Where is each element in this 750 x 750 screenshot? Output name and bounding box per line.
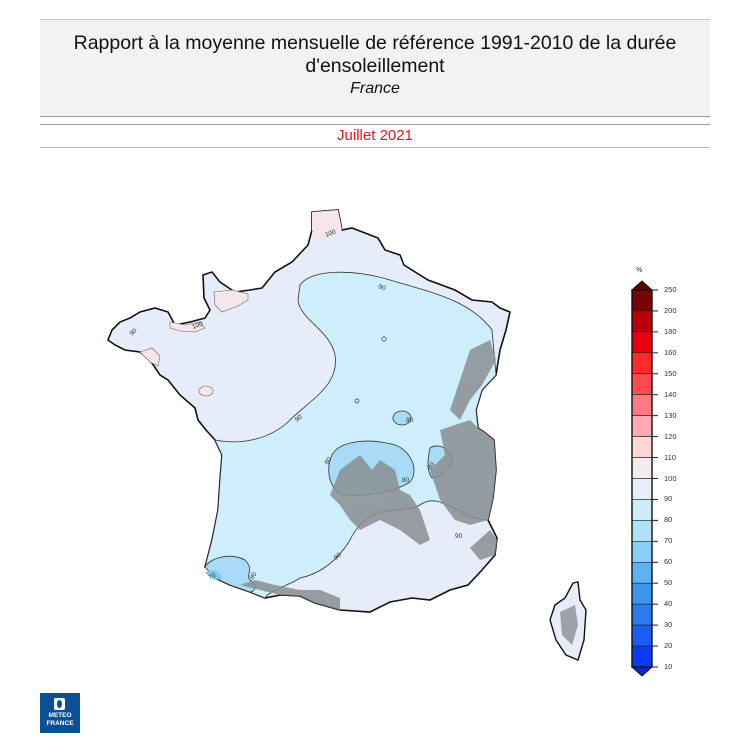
legend-tick-label: 140 xyxy=(664,389,677,399)
zone-80-90 xyxy=(204,271,497,599)
legend-cell xyxy=(631,310,653,333)
svg-text:90: 90 xyxy=(455,533,463,540)
legend-cell xyxy=(631,603,653,626)
zone-above-100-vendee xyxy=(198,385,214,397)
svg-text:70: 70 xyxy=(208,572,218,582)
legend-tick-label: 200 xyxy=(664,305,677,315)
legend-cell xyxy=(631,415,653,437)
zone-above-100-cotentin xyxy=(213,289,249,313)
legend-tick-label: 250 xyxy=(664,285,677,294)
logo-line1: METEO xyxy=(48,712,72,719)
date-label: Juillet 2021 xyxy=(337,127,413,144)
svg-text:80: 80 xyxy=(406,417,414,424)
contour-labels: 100 100 90 90 90 90 90 80 80 80 80 70 80 xyxy=(128,228,462,581)
meteo-france-logo: METEO FRANCE xyxy=(40,693,80,733)
legend-cell xyxy=(631,373,653,396)
zone-above-100-bretagne-nord xyxy=(169,321,206,333)
legend-cell xyxy=(631,457,653,479)
svg-text:80: 80 xyxy=(249,571,259,581)
legend-tick-label: 100 xyxy=(664,473,677,483)
legend-cell xyxy=(631,289,653,312)
map-subtitle: France xyxy=(350,80,400,97)
legend-tick-label: 40 xyxy=(664,599,673,609)
legend-cell xyxy=(631,352,653,375)
zone-60-70-basque xyxy=(205,570,222,580)
legend-tick-label: 50 xyxy=(664,578,673,588)
svg-text:80: 80 xyxy=(402,477,410,484)
svg-text:90: 90 xyxy=(377,283,387,292)
legend-cell xyxy=(631,582,653,605)
svg-text:90: 90 xyxy=(333,551,343,561)
legend-bottom-arrow xyxy=(630,666,654,677)
legend-cell xyxy=(631,394,653,416)
zone-above-100-nord xyxy=(312,210,342,242)
legend-tick-label: 150 xyxy=(664,368,677,378)
logo-mark-icon xyxy=(54,698,65,710)
legend-cell xyxy=(631,561,653,584)
legend-tick-label: 130 xyxy=(664,410,677,420)
logo-line2: FRANCE xyxy=(46,720,74,727)
relief-shading xyxy=(240,340,497,610)
legend-tick-label: 120 xyxy=(664,431,677,441)
legend-cell xyxy=(631,541,653,563)
date-panel: Juillet 2021 xyxy=(40,124,710,148)
legend-tick-label: 70 xyxy=(664,536,673,546)
svg-text:100: 100 xyxy=(191,320,204,330)
legend-cell xyxy=(631,499,653,521)
legend-tick-label: 160 xyxy=(664,347,677,357)
legend-tick-label: 10 xyxy=(664,662,673,671)
legend-tick-label: 80 xyxy=(664,515,673,525)
legend-tick-label: 60 xyxy=(664,557,673,567)
legend-tick-label: 180 xyxy=(664,326,677,336)
legend-cell xyxy=(631,624,653,647)
svg-text:100: 100 xyxy=(324,228,337,238)
map-title: Rapport à la moyenne mensuelle de référe… xyxy=(73,32,677,77)
zone-above-100-bretagne-sud xyxy=(139,347,161,367)
legend-cell xyxy=(631,520,653,542)
svg-text:90: 90 xyxy=(294,413,304,423)
zone-70-80-pyrenees xyxy=(204,555,256,593)
zone-70-80-small xyxy=(392,410,412,426)
legend-cell xyxy=(631,478,653,500)
legend-top-arrow xyxy=(630,280,654,291)
svg-text:80: 80 xyxy=(324,456,334,466)
legend-cell xyxy=(631,645,653,668)
legend-tick-label: 20 xyxy=(664,641,673,651)
svg-text:90: 90 xyxy=(128,327,138,337)
legend-unit: % xyxy=(636,267,643,274)
legend-cell xyxy=(631,331,653,354)
legend-tick-label: 30 xyxy=(664,620,673,630)
legend-tick-label: 110 xyxy=(664,452,676,462)
svg-text:80: 80 xyxy=(426,461,436,471)
legend-tick-label: 90 xyxy=(664,494,673,504)
title-panel: Rapport à la moyenne mensuelle de référe… xyxy=(40,19,710,117)
legend-cell xyxy=(631,436,653,458)
